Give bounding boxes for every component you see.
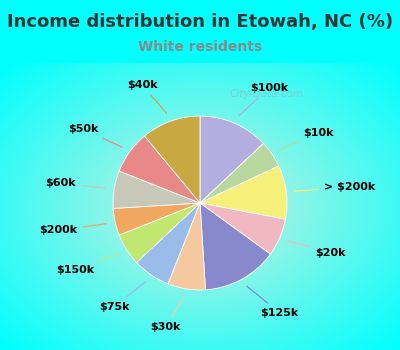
Text: $30k: $30k [150,297,184,332]
Text: $60k: $60k [46,178,105,188]
Wedge shape [200,166,287,219]
Text: $150k: $150k [56,254,119,275]
Text: $100k: $100k [239,83,288,116]
Wedge shape [168,203,206,290]
Wedge shape [119,136,200,203]
Wedge shape [119,203,200,262]
Wedge shape [113,171,200,209]
Wedge shape [200,116,263,203]
Text: $10k: $10k [280,128,334,149]
Text: White residents: White residents [138,40,262,54]
Text: $20k: $20k [288,241,346,258]
Wedge shape [200,144,279,203]
Wedge shape [200,203,270,290]
Wedge shape [144,116,200,203]
Wedge shape [137,203,200,284]
Text: $125k: $125k [247,286,298,318]
Text: $75k: $75k [99,282,146,312]
Text: > $200k: > $200k [295,182,376,192]
Text: City-Data.com: City-Data.com [230,89,304,99]
Text: $50k: $50k [68,124,122,147]
Text: $40k: $40k [127,80,167,113]
Wedge shape [113,203,200,235]
Text: Income distribution in Etowah, NC (%): Income distribution in Etowah, NC (%) [7,13,393,30]
Text: $200k: $200k [40,224,106,235]
Wedge shape [200,203,286,254]
